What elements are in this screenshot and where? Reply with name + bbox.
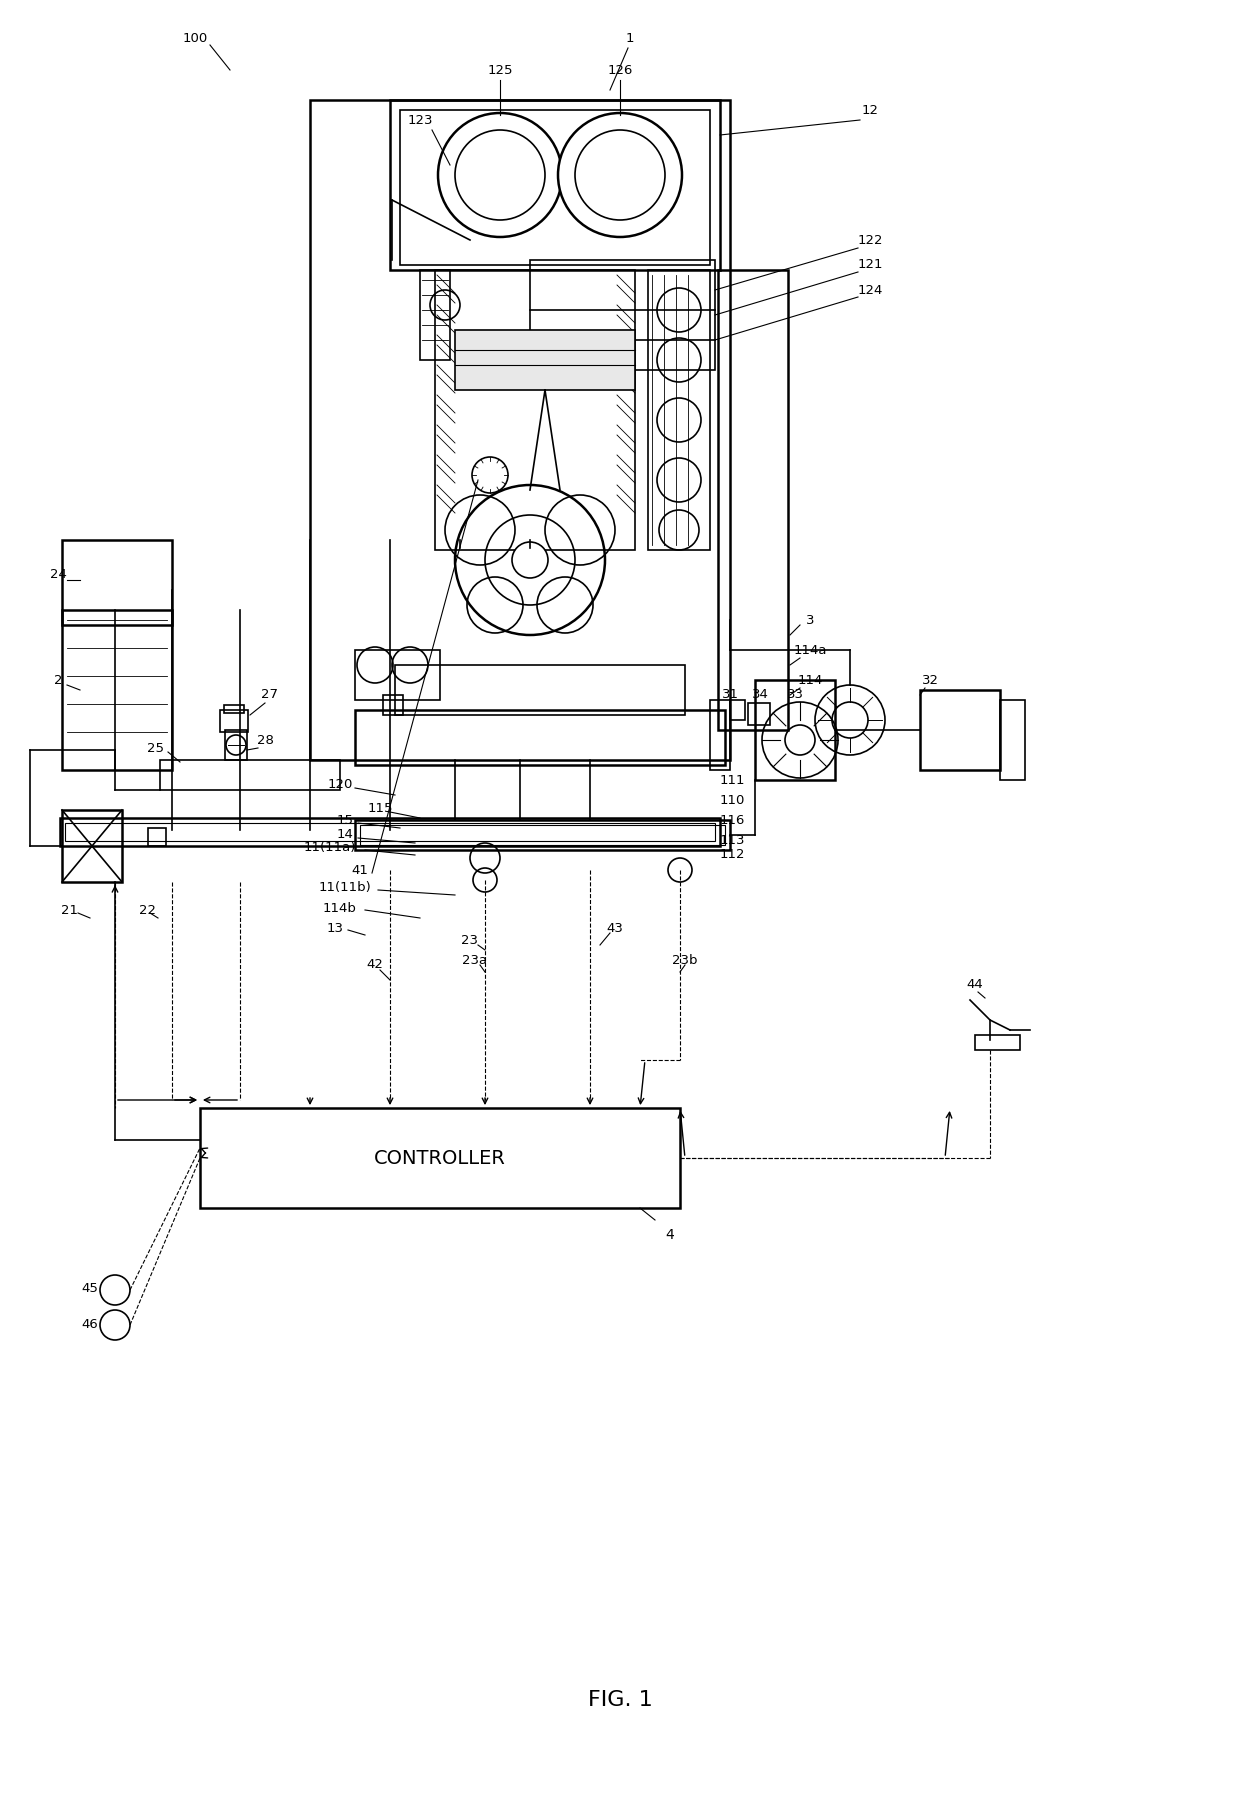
Text: 32: 32 (921, 674, 939, 686)
Text: 11(11b): 11(11b) (319, 882, 371, 895)
Bar (730, 701, 745, 721)
Text: 44: 44 (967, 979, 983, 992)
Bar (391, 101, 720, 270)
Bar (529, 261, 715, 370)
Text: 2: 2 (53, 674, 62, 686)
Bar (200, 1109, 680, 1208)
Text: 114: 114 (797, 674, 822, 686)
Text: 46: 46 (82, 1319, 98, 1332)
Bar (64, 823, 715, 841)
Text: 22: 22 (139, 904, 156, 916)
Bar (748, 703, 770, 724)
Bar (355, 710, 725, 766)
Bar (310, 101, 730, 760)
Text: 12: 12 (862, 104, 878, 117)
Bar (718, 270, 787, 730)
Bar (355, 819, 730, 850)
Text: 116: 116 (720, 814, 745, 827)
Bar (62, 541, 172, 625)
Text: 31: 31 (722, 688, 739, 701)
Bar (355, 651, 440, 701)
Text: CONTROLLER: CONTROLLER (374, 1148, 506, 1168)
Text: 13: 13 (326, 922, 343, 934)
Text: 34: 34 (751, 688, 769, 701)
Text: 43: 43 (606, 922, 624, 934)
Bar (60, 818, 720, 846)
Bar (62, 810, 122, 882)
Bar (435, 270, 635, 550)
Text: 100: 100 (182, 32, 207, 45)
Text: 120: 120 (327, 778, 352, 791)
Text: 115: 115 (367, 801, 393, 814)
Text: 11(11a): 11(11a) (304, 841, 356, 855)
Circle shape (512, 543, 548, 579)
Text: 27: 27 (262, 688, 279, 701)
Text: 41: 41 (352, 864, 368, 877)
Text: 23: 23 (461, 933, 479, 947)
Text: 25: 25 (146, 742, 164, 755)
Bar (649, 270, 711, 550)
Text: 33: 33 (786, 688, 804, 701)
Bar (396, 665, 684, 715)
Text: 23b: 23b (672, 954, 698, 967)
Text: 124: 124 (857, 284, 883, 297)
Text: 126: 126 (608, 63, 632, 77)
Bar (420, 270, 450, 359)
Bar (975, 1035, 1021, 1049)
Bar (62, 609, 172, 769)
Bar (224, 730, 247, 760)
Text: 114a: 114a (794, 643, 827, 656)
Bar (224, 704, 244, 713)
Bar (383, 695, 403, 715)
Circle shape (558, 113, 682, 237)
Bar (455, 331, 635, 390)
Bar (401, 110, 711, 264)
Text: FIG. 1: FIG. 1 (588, 1689, 652, 1711)
Text: 125: 125 (487, 63, 513, 77)
Text: 15: 15 (336, 814, 353, 827)
Text: 114b: 114b (324, 902, 357, 915)
Text: 122: 122 (857, 234, 883, 246)
Text: 14: 14 (336, 828, 353, 841)
Text: 3: 3 (806, 613, 815, 627)
Text: 110: 110 (720, 794, 745, 807)
Text: 42: 42 (367, 958, 383, 972)
Bar (360, 825, 725, 845)
Bar (999, 701, 1025, 780)
Text: 23a: 23a (463, 954, 487, 967)
Text: 123: 123 (407, 113, 433, 126)
Text: 112: 112 (720, 848, 745, 861)
Text: 113: 113 (720, 834, 745, 846)
Text: 111: 111 (720, 773, 745, 787)
Text: 28: 28 (257, 733, 274, 746)
Bar (711, 701, 730, 769)
Text: 24: 24 (50, 568, 67, 582)
Bar (160, 760, 340, 791)
Text: 121: 121 (857, 259, 883, 271)
Bar (920, 690, 999, 769)
Circle shape (438, 113, 562, 237)
Bar (148, 828, 166, 846)
Text: 4: 4 (666, 1227, 675, 1242)
Text: 21: 21 (62, 904, 78, 916)
Bar (755, 679, 835, 780)
Text: 45: 45 (82, 1281, 98, 1294)
Text: 1: 1 (626, 32, 634, 45)
Bar (219, 710, 248, 731)
